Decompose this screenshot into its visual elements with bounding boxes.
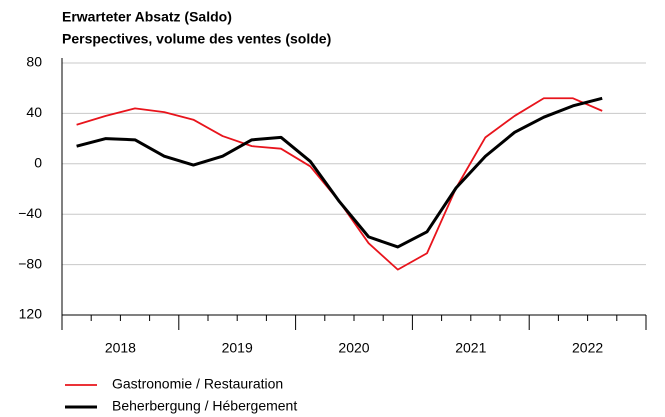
- series-line: [76, 97, 603, 271]
- x-tick-label: 2019: [222, 340, 253, 356]
- y-tick-label: −80: [18, 255, 42, 271]
- y-tick-label: 80: [26, 54, 42, 70]
- legend-label: Gastronomie / Restauration: [112, 376, 283, 392]
- chart-subtitle: Perspectives, volume des ventes (solde): [62, 31, 331, 47]
- x-tick-label: 2018: [105, 340, 136, 356]
- y-tick-label: 40: [26, 104, 42, 120]
- x-tick-label: 2021: [455, 340, 486, 356]
- legend-label: Beherbergung / Hébergement: [112, 398, 297, 414]
- chart-title: Erwarteter Absatz (Saldo): [62, 9, 232, 25]
- x-tick-label: 2020: [338, 340, 369, 356]
- series-line: [76, 96, 603, 249]
- y-tick-label: −40: [18, 205, 42, 221]
- y-tick-label: 0: [34, 155, 42, 171]
- x-tick-label: 2022: [572, 340, 603, 356]
- y-tick-label: 120: [19, 306, 43, 322]
